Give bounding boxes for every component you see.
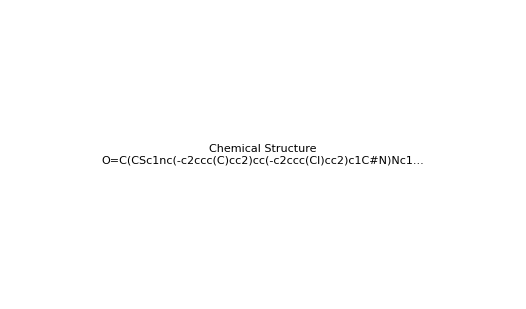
- Text: Chemical Structure
O=C(CSc1nc(-c2ccc(C)cc2)cc(-c2ccc(Cl)cc2)c1C#N)Nc1...: Chemical Structure O=C(CSc1nc(-c2ccc(C)c…: [102, 144, 424, 165]
